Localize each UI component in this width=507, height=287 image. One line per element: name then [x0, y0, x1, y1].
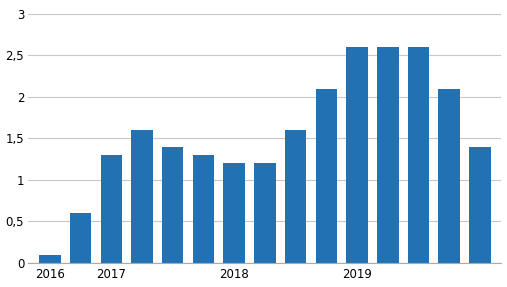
Bar: [193, 155, 214, 263]
Bar: [439, 89, 460, 263]
Bar: [70, 213, 91, 263]
Bar: [39, 255, 61, 263]
Bar: [377, 47, 399, 263]
Bar: [346, 47, 368, 263]
Bar: [315, 89, 337, 263]
Bar: [254, 163, 276, 263]
Bar: [131, 130, 153, 263]
Bar: [285, 130, 306, 263]
Bar: [100, 155, 122, 263]
Bar: [224, 163, 245, 263]
Bar: [162, 147, 184, 263]
Bar: [408, 47, 429, 263]
Bar: [469, 147, 491, 263]
